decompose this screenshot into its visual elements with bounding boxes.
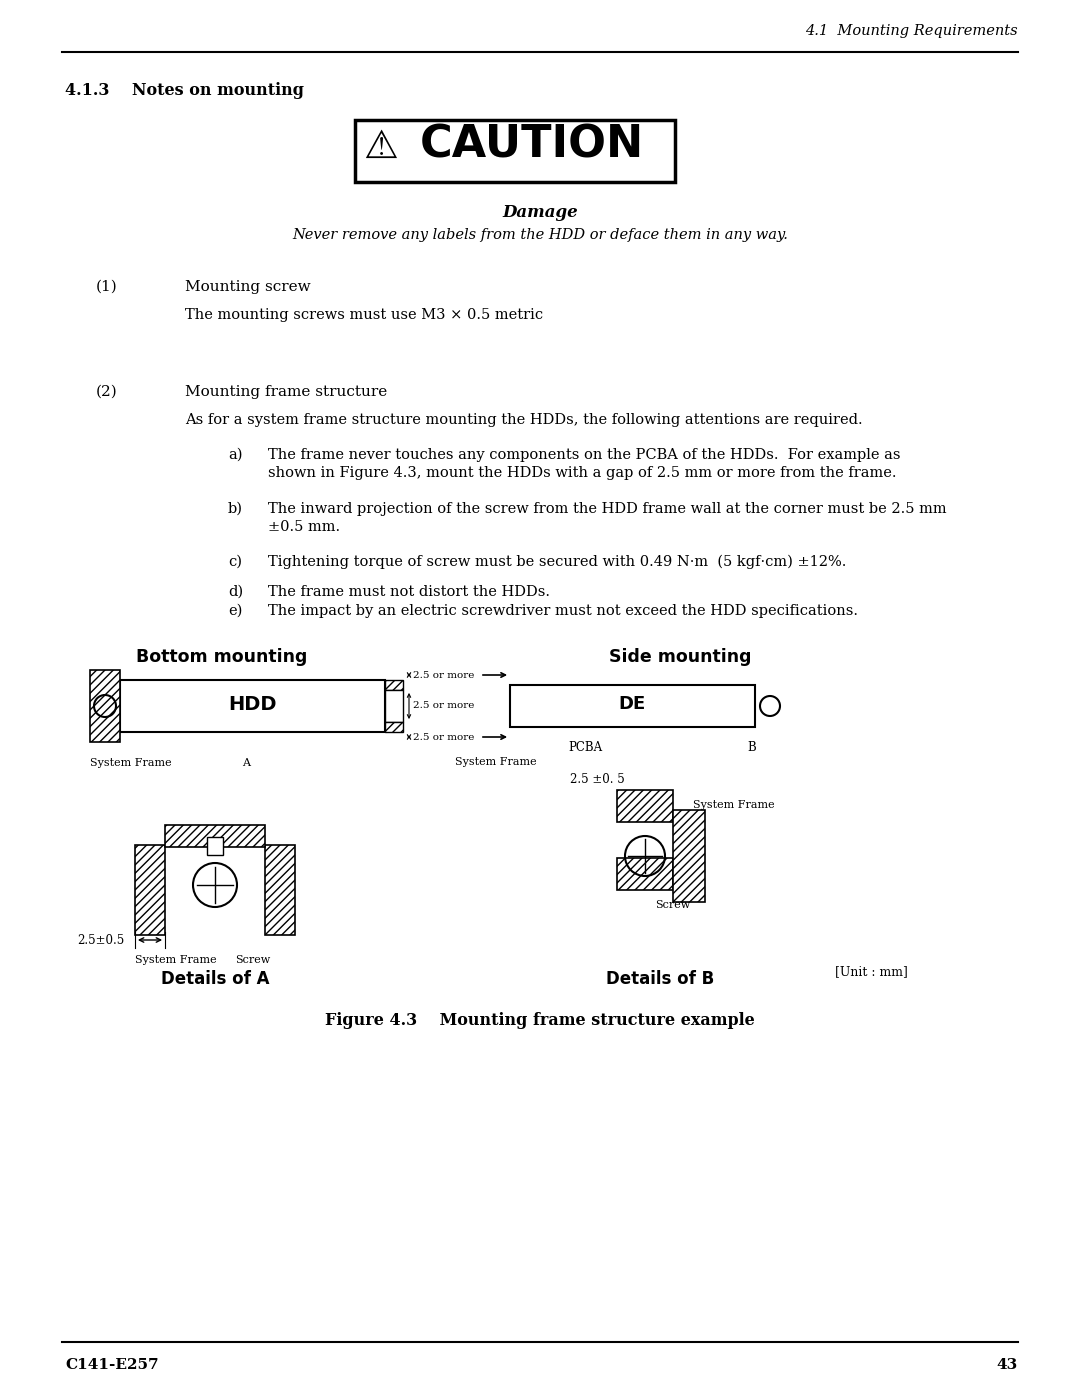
- Bar: [384, 680, 403, 690]
- Text: System Frame: System Frame: [135, 956, 217, 965]
- Bar: [673, 810, 705, 902]
- Bar: [617, 858, 673, 890]
- Text: Tightening torque of screw must be secured with 0.49 N·m  (5 kgf·cm) ±12%.: Tightening torque of screw must be secur…: [268, 555, 847, 570]
- Text: (2): (2): [96, 386, 118, 400]
- Text: Details of B: Details of B: [606, 970, 714, 988]
- Bar: [384, 722, 403, 732]
- Text: System Frame: System Frame: [693, 800, 774, 810]
- Text: Screw: Screw: [654, 900, 690, 909]
- Text: c): c): [228, 555, 242, 569]
- Text: Never remove any labels from the HDD or deface them in any way.: Never remove any labels from the HDD or …: [292, 228, 788, 242]
- Bar: [207, 837, 222, 855]
- Text: Mounting frame structure: Mounting frame structure: [185, 386, 388, 400]
- Text: The frame must not distort the HDDs.: The frame must not distort the HDDs.: [268, 585, 550, 599]
- Text: 2.5±0.5: 2.5±0.5: [77, 933, 124, 947]
- Bar: [165, 826, 265, 847]
- Text: The frame never touches any components on the PCBA of the HDDs.  For example as
: The frame never touches any components o…: [268, 448, 901, 481]
- Text: a): a): [228, 448, 243, 462]
- Text: PCBA: PCBA: [568, 740, 603, 754]
- Bar: [265, 845, 295, 935]
- Text: 2.5 ±0. 5: 2.5 ±0. 5: [570, 773, 624, 787]
- Bar: [135, 845, 165, 935]
- Bar: [90, 671, 120, 742]
- Bar: [617, 789, 673, 821]
- Text: e): e): [228, 604, 242, 617]
- Text: [Unit : mm]: [Unit : mm]: [835, 965, 908, 978]
- Text: Mounting screw: Mounting screw: [185, 279, 311, 293]
- Text: ⚠: ⚠: [363, 129, 397, 166]
- Text: 2.5 or more: 2.5 or more: [413, 732, 474, 742]
- Text: Details of A: Details of A: [161, 970, 269, 988]
- Text: System Frame: System Frame: [90, 759, 172, 768]
- Text: The mounting screws must use M3 × 0.5 metric: The mounting screws must use M3 × 0.5 me…: [185, 307, 543, 321]
- Text: As for a system frame structure mounting the HDDs, the following attentions are : As for a system frame structure mounting…: [185, 414, 863, 427]
- Text: CAUTION: CAUTION: [420, 124, 645, 168]
- Text: 43: 43: [997, 1358, 1018, 1372]
- Bar: [355, 120, 675, 182]
- Text: The impact by an electric screwdriver must not exceed the HDD specifications.: The impact by an electric screwdriver mu…: [268, 604, 858, 617]
- Text: C141-E257: C141-E257: [65, 1358, 159, 1372]
- Text: Damage: Damage: [502, 204, 578, 221]
- Text: 2.5 or more: 2.5 or more: [413, 701, 474, 711]
- Text: (1): (1): [96, 279, 118, 293]
- Text: B: B: [747, 740, 756, 754]
- Text: Screw: Screw: [235, 956, 270, 965]
- Text: Figure 4.3    Mounting frame structure example: Figure 4.3 Mounting frame structure exam…: [325, 1011, 755, 1030]
- Bar: [510, 685, 755, 726]
- Text: DE: DE: [619, 694, 646, 712]
- Bar: [384, 690, 403, 722]
- Text: 4.1  Mounting Requirements: 4.1 Mounting Requirements: [806, 24, 1018, 38]
- Text: A: A: [243, 759, 251, 768]
- Text: b): b): [228, 502, 243, 515]
- Text: d): d): [228, 585, 243, 599]
- Text: Bottom mounting: Bottom mounting: [136, 648, 308, 666]
- Text: The inward projection of the screw from the HDD frame wall at the corner must be: The inward projection of the screw from …: [268, 502, 947, 535]
- Text: 4.1.3    Notes on mounting: 4.1.3 Notes on mounting: [65, 82, 303, 99]
- Text: System Frame: System Frame: [455, 757, 537, 767]
- Bar: [120, 680, 384, 732]
- Text: 2.5 or more: 2.5 or more: [413, 671, 474, 679]
- Text: Side mounting: Side mounting: [609, 648, 752, 666]
- Text: HDD: HDD: [228, 694, 276, 714]
